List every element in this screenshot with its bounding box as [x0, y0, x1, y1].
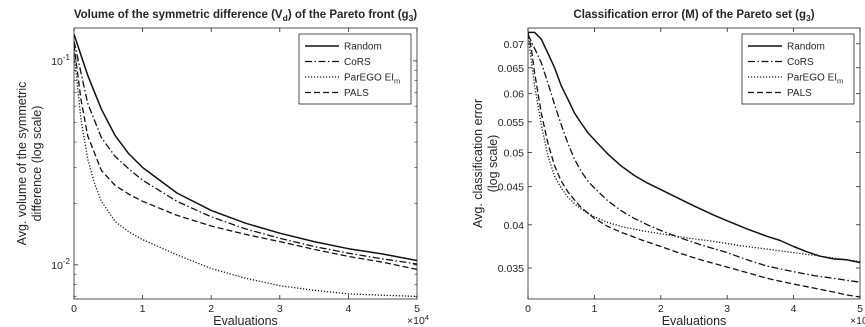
legend: Random CoRS ParEGO EIm PALS — [741, 33, 855, 105]
y-tick-label: 0.065 — [498, 63, 524, 75]
series-line-cors — [528, 34, 860, 283]
x-multiplier: ×104 — [407, 313, 429, 327]
chart-panel-1: Volume of the symmetric difference (Vd) … — [15, 9, 429, 327]
y-axis-label: difference (log scale) — [30, 106, 44, 222]
y-tick-label: 10-2 — [51, 257, 70, 272]
legend-label: PALS — [787, 88, 812, 99]
chart-title: Classification error (M) of the Pareto s… — [573, 9, 814, 23]
x-axis-label: Evaluations — [662, 314, 727, 327]
chart-title: Volume of the symmetric difference (Vd) … — [74, 9, 417, 23]
y-tick-label: 0.06 — [504, 89, 525, 101]
x-tick-label: 1 — [140, 303, 146, 315]
y-tick-label: 0.045 — [498, 182, 524, 194]
x-tick-label: 3 — [724, 303, 730, 315]
series-line-pals — [528, 32, 860, 298]
series-line-cors — [74, 40, 417, 265]
series-line-parego-ei — [528, 34, 860, 263]
y-tick-label: 0.05 — [504, 148, 525, 160]
chart-panel-2: Classification error (M) of the Pareto s… — [471, 9, 865, 327]
legend-label: CoRS — [344, 57, 371, 68]
legend-label: ParEGO EIm — [787, 73, 843, 86]
legend: Random CoRS ParEGO EIm PALS — [298, 33, 412, 105]
series-line-parego-ei — [74, 52, 417, 298]
y-axis-label: (log scale) — [486, 135, 500, 193]
x-tick-label: 5 — [857, 303, 863, 315]
x-tick-label: 3 — [277, 303, 283, 315]
legend-label: PALS — [344, 88, 369, 99]
x-tick-label: 4 — [791, 303, 797, 315]
y-tick-label: 0.035 — [498, 263, 524, 275]
legend-label: ParEGO EIm — [344, 73, 400, 86]
x-axis-label: Evaluations — [213, 314, 278, 327]
x-tick-label: 4 — [345, 303, 351, 315]
legend-label: Random — [344, 42, 382, 53]
y-tick-label: 10-1 — [51, 53, 70, 68]
x-tick-label: 2 — [208, 303, 214, 315]
x-tick-label: 5 — [414, 303, 420, 315]
series-line-random — [74, 34, 417, 262]
x-tick-label: 0 — [525, 303, 531, 315]
y-tick-label: 0.07 — [504, 39, 525, 51]
x-tick-label: 1 — [591, 303, 597, 315]
series-line-pals — [74, 44, 417, 271]
x-tick-label: 2 — [658, 303, 664, 315]
series-line-random — [528, 31, 860, 264]
x-multiplier: ×104 — [850, 313, 865, 327]
y-tick-label: 0.04 — [504, 220, 525, 232]
legend-label: Random — [787, 42, 825, 53]
legend-label: CoRS — [787, 57, 814, 68]
y-axis-label: Avg. volume of the symmetric — [15, 82, 29, 246]
y-tick-label: 0.055 — [498, 117, 524, 129]
x-tick-label: 0 — [71, 303, 77, 315]
y-axis-label: Avg. classification error — [471, 99, 485, 228]
